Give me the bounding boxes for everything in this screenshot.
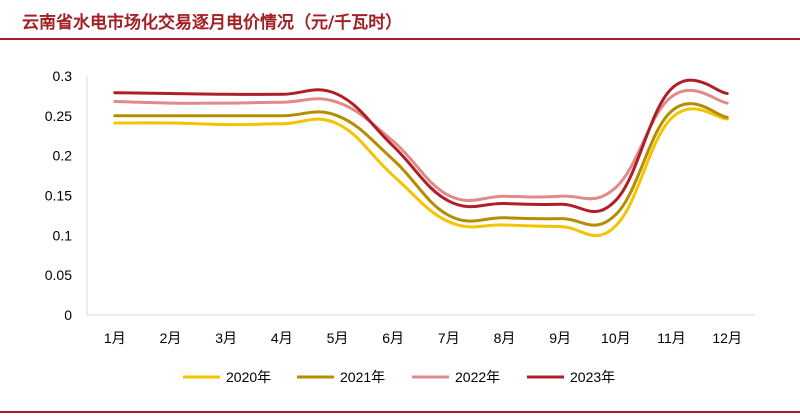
y-tick-label: 0.05 (45, 267, 72, 283)
series-lines (113, 78, 729, 238)
legend-label: 2021年 (340, 369, 385, 385)
y-tick-label: 0.2 (53, 148, 73, 164)
x-tick-label: 2月 (160, 330, 182, 346)
series-line-1 (113, 102, 729, 227)
series-line-3 (113, 78, 729, 213)
x-tick-label: 12月 (712, 330, 742, 346)
x-tick-label: 10月 (601, 330, 631, 346)
legend-label: 2022年 (455, 369, 500, 385)
y-tick-label: 0.15 (45, 188, 72, 204)
x-tick-labels: 1月 2月 3月 4月 5月 6月 7月 8月 9月 10月 11月 12月 (104, 330, 742, 346)
y-tick-label: 0.3 (53, 68, 73, 84)
x-tick-label: 4月 (271, 330, 293, 346)
series-line-2 (113, 89, 729, 203)
legend: 2020年 2021年 2022年 2023年 (183, 369, 615, 385)
y-tick-label: 0.25 (45, 108, 72, 124)
y-tick-labels: 0 0.05 0.1 0.15 0.2 0.25 0.3 (45, 68, 72, 323)
x-tick-label: 7月 (438, 330, 460, 346)
y-tick-label: 0.1 (53, 227, 73, 243)
x-tick-label: 11月 (657, 330, 686, 346)
chart-title: 云南省水电市场化交易逐月电价情况（元/千瓦时） (22, 13, 403, 33)
legend-label: 2023年 (570, 369, 615, 385)
title-rule (0, 38, 800, 40)
x-tick-label: 3月 (215, 330, 237, 346)
y-tick-label: 0 (64, 307, 72, 323)
legend-label: 2020年 (226, 369, 271, 385)
x-tick-label: 1月 (104, 330, 126, 346)
footer-rule (0, 411, 800, 413)
series-line-0 (113, 107, 729, 238)
x-tick-label: 9月 (549, 330, 571, 346)
x-tick-label: 6月 (382, 330, 404, 346)
x-tick-label: 5月 (327, 330, 349, 346)
x-tick-label: 8月 (494, 330, 516, 346)
